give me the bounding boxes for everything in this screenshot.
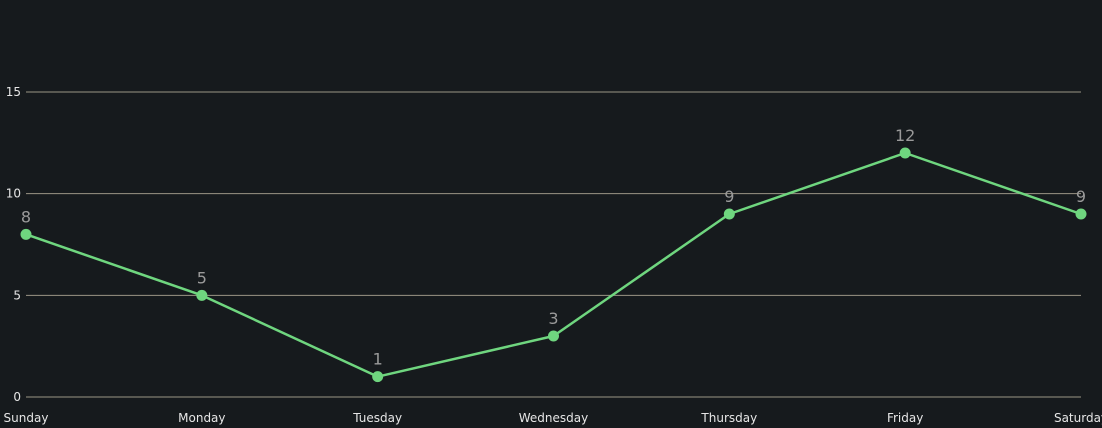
data-label: 12 bbox=[895, 126, 915, 145]
data-label: 3 bbox=[548, 309, 558, 328]
data-point[interactable] bbox=[196, 289, 208, 301]
y-tick-label: 10 bbox=[6, 187, 21, 201]
x-tick-label: Saturday bbox=[1054, 411, 1102, 425]
y-tick-label: 5 bbox=[13, 288, 21, 302]
data-label: 9 bbox=[1076, 187, 1086, 206]
data-point[interactable] bbox=[372, 371, 384, 383]
y-tick-label: 15 bbox=[6, 85, 21, 99]
data-point[interactable] bbox=[548, 330, 559, 342]
data-label: 1 bbox=[373, 350, 383, 369]
series-line bbox=[25, 151, 1082, 378]
x-tick-label: Thursday bbox=[700, 411, 757, 425]
data-labels: 8 5 1 3 9 12 9 bbox=[21, 126, 1086, 369]
data-point[interactable] bbox=[1075, 208, 1087, 220]
data-label: 8 bbox=[21, 207, 31, 226]
data-point[interactable] bbox=[899, 147, 911, 159]
x-tick-label: Friday bbox=[887, 411, 923, 425]
data-label: 5 bbox=[197, 268, 207, 287]
data-label: 9 bbox=[724, 187, 734, 206]
data-point[interactable] bbox=[20, 228, 32, 240]
data-point[interactable] bbox=[723, 208, 735, 220]
x-tick-label: Tuesday bbox=[352, 411, 402, 425]
y-axis: 0 5 10 15 bbox=[6, 85, 21, 404]
y-tick-label: 0 bbox=[13, 390, 21, 404]
x-tick-label: Wednesday bbox=[519, 411, 588, 425]
x-axis: Sunday Monday Tuesday Wednesday Thursday Frid… bbox=[4, 411, 1102, 425]
x-tick-label: Sunday bbox=[4, 411, 49, 425]
series-layer bbox=[20, 147, 1087, 383]
x-tick-label: Monday bbox=[178, 411, 225, 425]
grid-layer bbox=[26, 91, 1081, 398]
